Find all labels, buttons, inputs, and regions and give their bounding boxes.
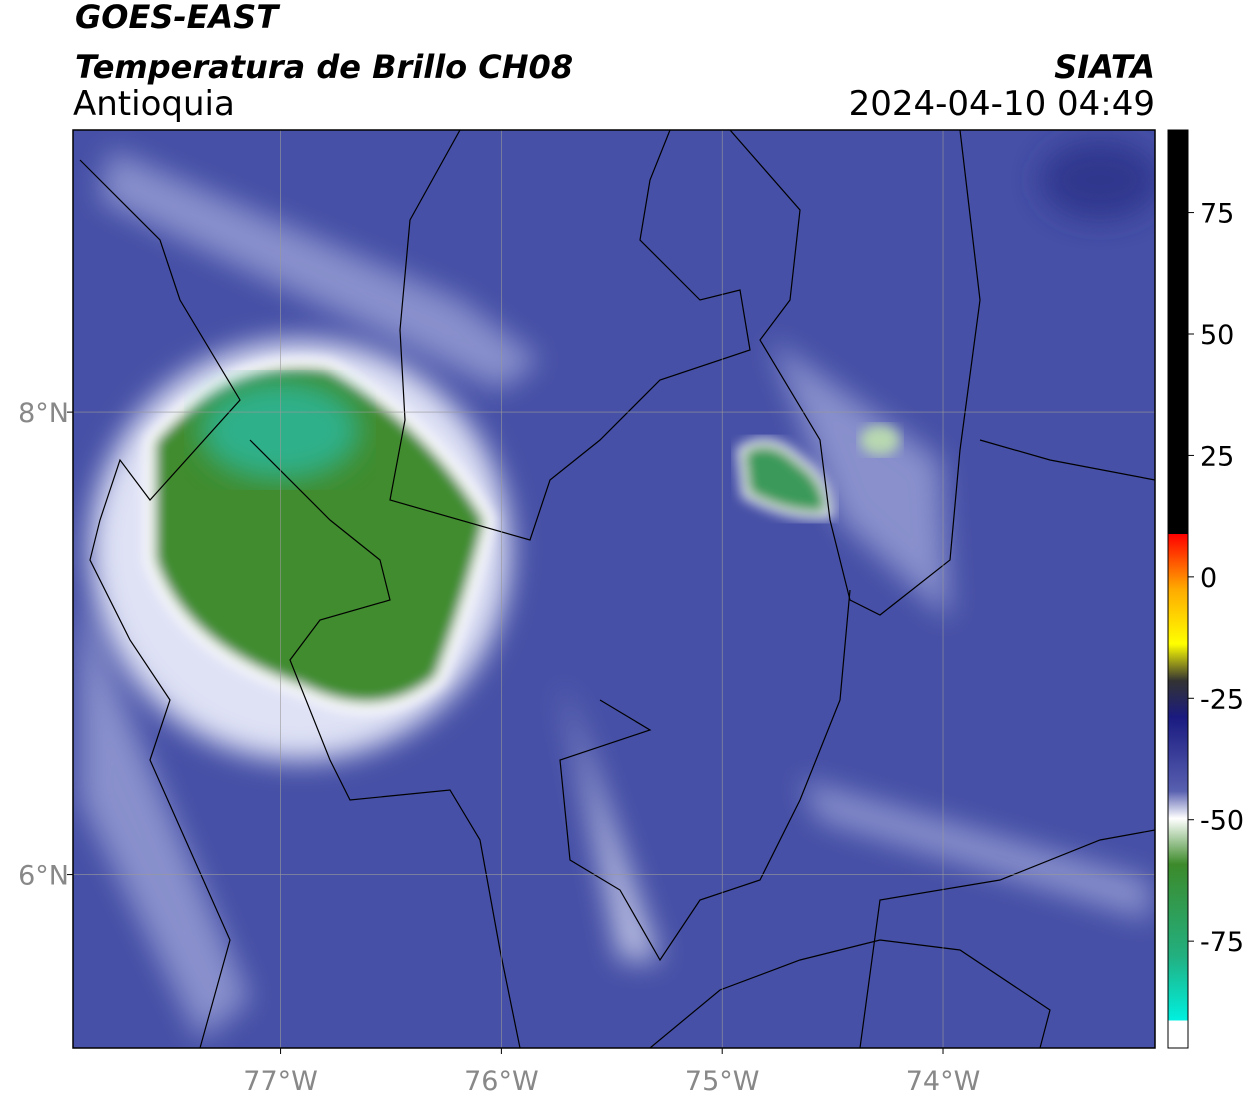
colorbar-tick-label: 75	[1200, 199, 1234, 230]
x-tick-label: 76°W	[464, 1066, 539, 1097]
datetime: 2024-04-10 04:49	[849, 84, 1155, 124]
y-tick-label: 8°N	[18, 398, 69, 429]
colorbar-tick-label: -75	[1200, 927, 1244, 958]
agency: SIATA	[1054, 48, 1155, 86]
x-tick-label: 74°W	[906, 1066, 981, 1097]
region: Antioquia	[73, 84, 235, 124]
colorbar-tick-label: 25	[1200, 441, 1234, 472]
x-tick-label: 75°W	[685, 1066, 760, 1097]
subtitle: Temperatura de Brillo CH08	[75, 48, 573, 86]
colorbar-tick-label: -50	[1200, 806, 1244, 837]
x-tick-label: 77°W	[243, 1066, 318, 1097]
colorbar-tick-label: 0	[1200, 563, 1217, 594]
colorbar-tick-label: -25	[1200, 684, 1244, 715]
map-frame	[72, 129, 1156, 1049]
colorbar	[1167, 129, 1189, 1049]
colorbar-tick-label: 50	[1200, 320, 1234, 351]
y-tick-label: 6°N	[18, 861, 69, 892]
map	[73, 130, 1155, 1048]
title: GOES-EAST	[75, 0, 280, 36]
